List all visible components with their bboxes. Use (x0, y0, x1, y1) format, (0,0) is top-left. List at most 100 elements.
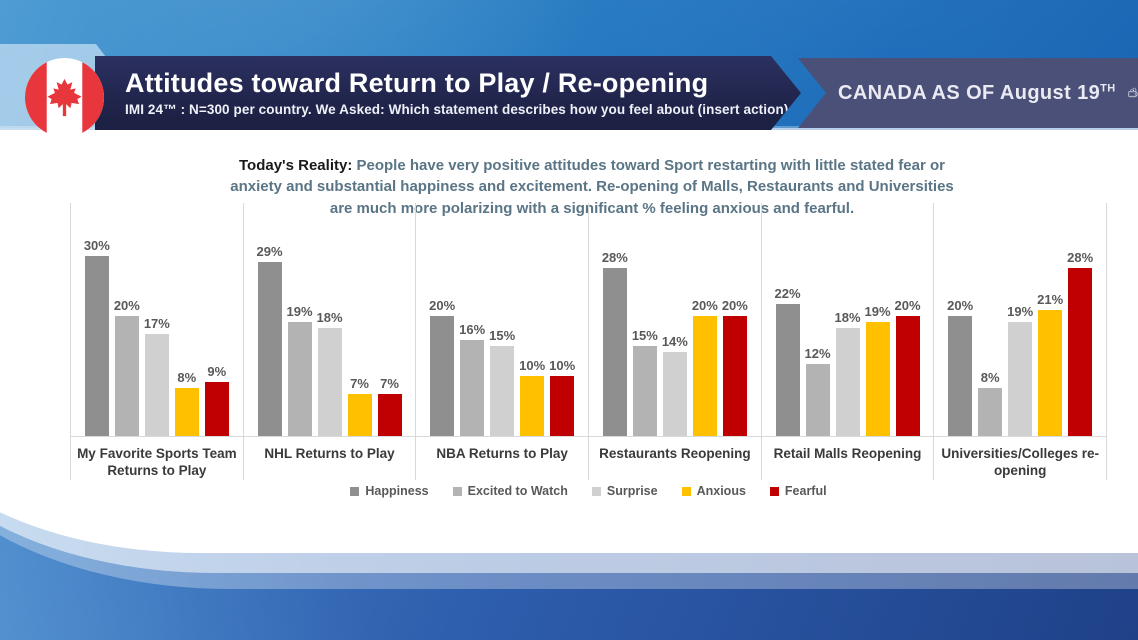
chart-plot-area: 20% 16% 15% 10% 10% (416, 203, 589, 437)
category-label: Restaurants Reopening (599, 446, 751, 461)
chart-panel: 22% 12% 18% 19% 20% Retail Malls Reopening (760, 203, 934, 480)
bar-excited-to-watch (805, 364, 830, 436)
bar-value-label: 28% (1067, 250, 1094, 265)
bar-group: 17% (143, 316, 170, 436)
category-label: Universities/Colleges re-opening (941, 446, 1099, 478)
chart-panel: 29% 19% 18% 7% 7% NHL Returns to Play (242, 203, 416, 480)
bar-excited-to-watch (978, 388, 1003, 436)
legend-label: Anxious (696, 484, 746, 498)
bar-group: 10% (549, 358, 576, 436)
bar-value-label: 15% (631, 328, 658, 343)
chart-panel: 28% 15% 14% 20% 20% Restaurants Reopening (588, 203, 761, 480)
bar-group: 20% (947, 298, 974, 436)
bar-group: 8% (978, 370, 1003, 436)
bar-value-label: 17% (143, 316, 170, 331)
bar-group: 15% (489, 328, 516, 436)
chart-panel: 30% 20% 17% 8% 9% My Favorite Sports Team Ret… (70, 203, 243, 480)
bar-value-label: 22% (774, 286, 801, 301)
bar-anxious (865, 322, 890, 436)
bar-group: 28% (1067, 250, 1094, 436)
bar-value-label: 20% (113, 298, 140, 313)
bar-value-label: 16% (459, 322, 486, 337)
bar-group: 21% (1037, 292, 1064, 436)
bar-excited-to-watch (114, 316, 139, 436)
legend-item: Excited to Watch (452, 484, 568, 498)
bar-happiness (84, 256, 109, 436)
bar-anxious (692, 316, 717, 436)
bar-group: 8% (174, 370, 199, 436)
bar-group: 14% (661, 334, 688, 436)
bar-excited-to-watch (460, 340, 485, 436)
bar-value-label: 19% (864, 304, 891, 319)
bar-surprise (835, 328, 860, 436)
bar-anxious (347, 394, 372, 436)
legend-item: Surprise (591, 484, 658, 498)
bar-surprise (144, 334, 169, 436)
title-banner: Attitudes toward Return to Play / Re-ope… (95, 56, 801, 130)
bar-group: 18% (834, 310, 861, 436)
category-label: NBA Returns to Play (436, 446, 568, 461)
page-subtitle: IMI 24™ : N=300 per country. We Asked: W… (125, 101, 789, 117)
bar-surprise (490, 346, 515, 436)
bar-surprise (1008, 322, 1033, 436)
bar-value-label: 19% (1007, 304, 1034, 319)
bar-group: 15% (631, 328, 658, 436)
category-label: NHL Returns to Play (264, 446, 395, 461)
summary-lead: Today's Reality: (239, 157, 353, 174)
bar-group: 19% (1007, 304, 1034, 436)
bar-happiness (948, 316, 973, 436)
bar-group: 20% (113, 298, 140, 436)
legend-label: Excited to Watch (467, 484, 568, 498)
bar-surprise (662, 352, 687, 436)
chart-plot-area: 22% 12% 18% 19% 20% (761, 203, 934, 437)
bar-value-label: 21% (1037, 292, 1064, 307)
bar-value-label: 15% (489, 328, 516, 343)
bar-value-label: 20% (429, 298, 456, 313)
bar-value-label: 10% (549, 358, 576, 373)
bar-group: 28% (602, 250, 628, 436)
chart-legend: Happiness Excited to Watch Surprise Anxious… (70, 484, 1107, 498)
bar-group: 7% (347, 376, 372, 436)
bar-value-label: 29% (256, 244, 283, 259)
bar-group: 7% (377, 376, 402, 436)
bar-value-label: 7% (380, 376, 399, 391)
bar-value-label: 14% (661, 334, 688, 349)
category-label: Retail Malls Reopening (773, 446, 922, 461)
bar-value-label: 10% (519, 358, 546, 373)
bar-group: 30% (83, 238, 110, 436)
chart-plot-area: 28% 15% 14% 20% 20% (589, 203, 761, 437)
wallet-icon (1128, 87, 1138, 98)
legend-item: Fearful (769, 484, 827, 498)
bar-value-label: 18% (834, 310, 861, 325)
bar-group: 19% (286, 304, 313, 436)
bar-group: 19% (864, 304, 891, 436)
bar-fearful (722, 316, 747, 436)
bar-happiness (775, 304, 800, 436)
chart-panel: 20% 8% 19% 21% 28% Universities/Colleges re-o… (933, 203, 1108, 480)
country-date-banner: CANADA AS OF August 19TH (798, 58, 1138, 128)
summary-text: Today's Reality: People have very positi… (224, 155, 960, 219)
summary-body: People have very positive attitudes towa… (230, 157, 954, 217)
bar-group: 20% (722, 298, 748, 436)
bar-group: 12% (805, 346, 831, 436)
legend-swatch (591, 486, 601, 496)
bar-value-label: 20% (894, 298, 921, 313)
bar-value-label: 20% (947, 298, 974, 313)
bar-happiness (257, 262, 282, 436)
bar-value-label: 18% (316, 310, 343, 325)
bar-group: 18% (316, 310, 343, 436)
legend-swatch (350, 486, 360, 496)
bar-value-label: 30% (83, 238, 110, 253)
page-title: Attitudes toward Return to Play / Re-ope… (125, 68, 709, 99)
legend-swatch (769, 486, 779, 496)
bar-fearful (204, 382, 229, 436)
bar-chart: 30% 20% 17% 8% 9% My Favorite Sports Team Ret… (70, 203, 1108, 480)
bar-group: 9% (204, 364, 229, 436)
bar-excited-to-watch (287, 322, 312, 436)
bar-surprise (317, 328, 342, 436)
bar-group: 22% (774, 286, 801, 436)
bar-anxious (1038, 310, 1063, 436)
bar-group: 20% (692, 298, 718, 436)
bar-happiness (602, 268, 627, 436)
legend-label: Surprise (606, 484, 658, 498)
